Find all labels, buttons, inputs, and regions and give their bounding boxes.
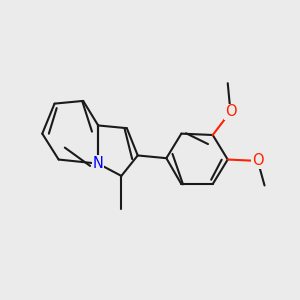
Text: O: O: [252, 153, 263, 168]
Text: O: O: [225, 104, 236, 119]
Text: N: N: [93, 156, 104, 171]
